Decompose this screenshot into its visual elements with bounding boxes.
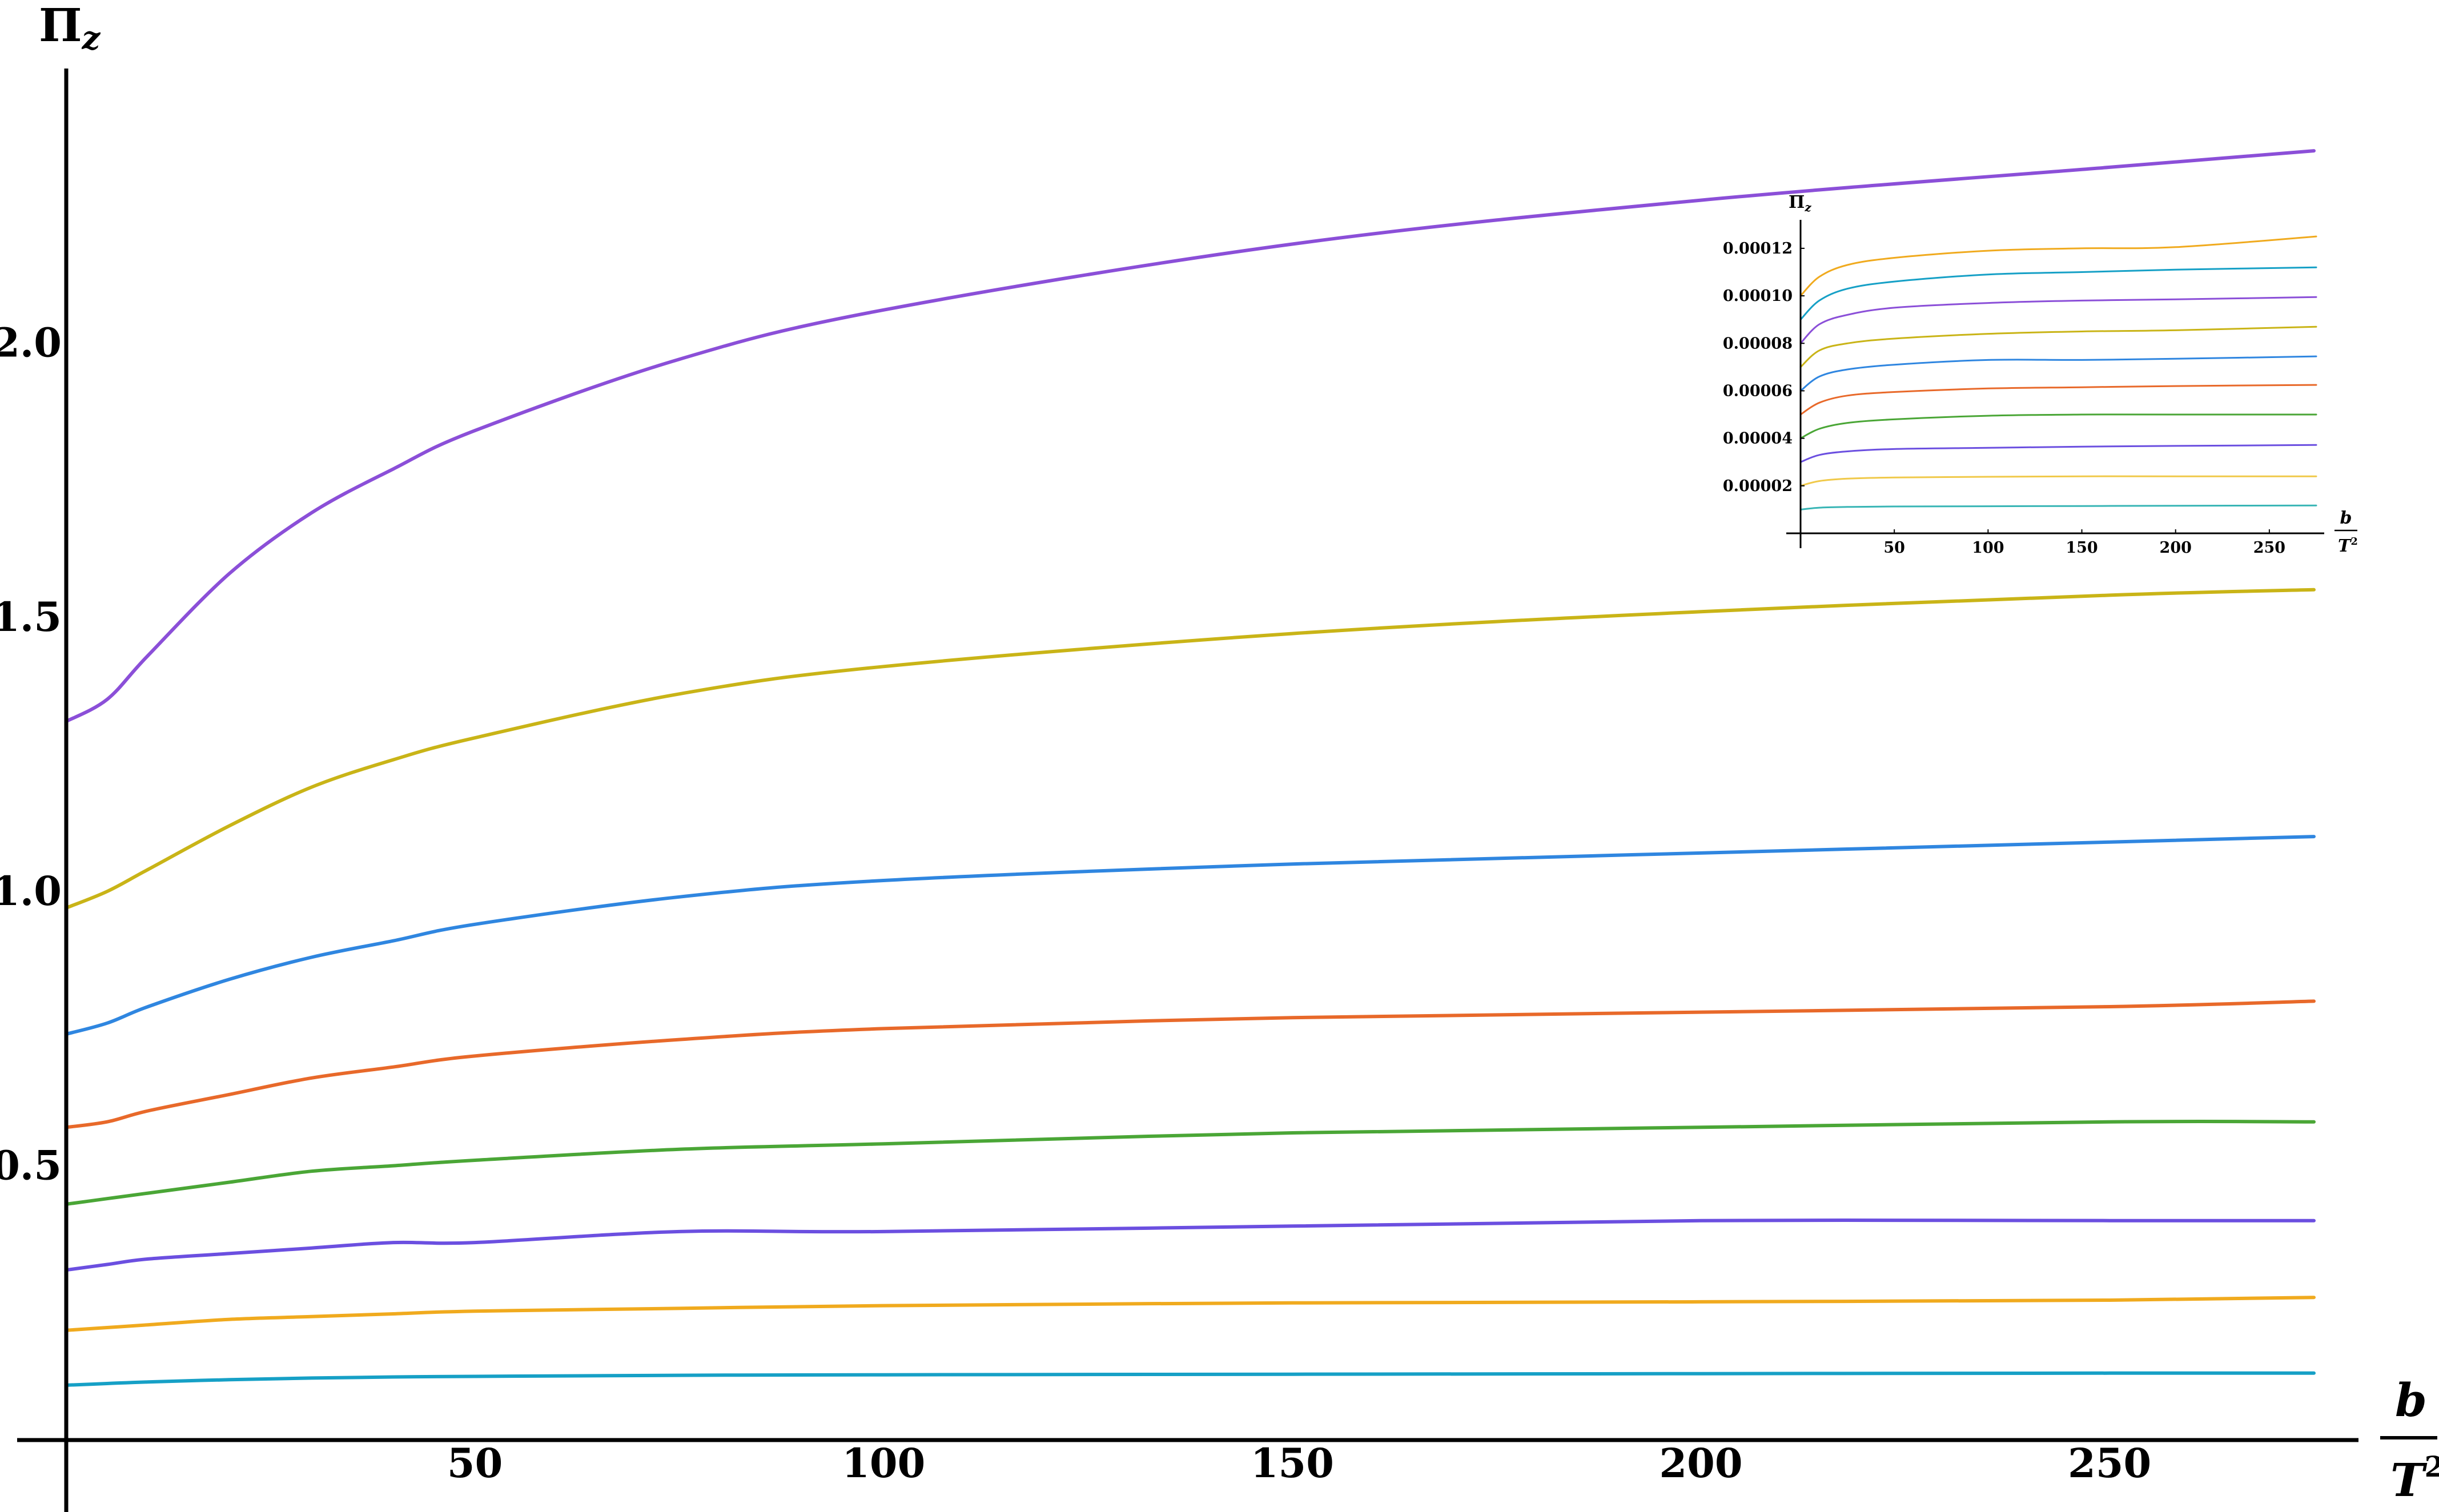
main-series-line-4 bbox=[65, 999, 2316, 1129]
main-series-line-5 bbox=[65, 1119, 2316, 1206]
main-y-ticks: 0.5 1.0 1.5 2.0 bbox=[0, 319, 62, 1189]
main-x-ticks: 50 100 150 200 250 bbox=[447, 1439, 2151, 1487]
main-y-tick-label: 1.0 bbox=[0, 867, 62, 915]
main-y-axis-title-symbol: Π bbox=[39, 0, 82, 52]
main-x-axis-title-denominator-letter: T bbox=[2390, 1453, 2428, 1507]
inset-series-line-6 bbox=[1799, 384, 2317, 416]
main-y-tick-label: 1.5 bbox=[0, 593, 62, 641]
inset-y-axis-title-subscript: z bbox=[1804, 200, 1811, 214]
main-x-tick-label: 150 bbox=[1251, 1439, 1334, 1487]
main-series-line-2 bbox=[65, 588, 2316, 910]
inset-x-axis-title-denominator: T2 bbox=[2338, 536, 2358, 556]
inset-x-tick-label: 250 bbox=[2253, 539, 2285, 557]
inset-y-tick-label: 0.00006 bbox=[1723, 382, 1793, 400]
inset-plot: 50 100 150 200 250 0.000020.000040.000060.00… bbox=[1723, 192, 2358, 557]
inset-series-line-3 bbox=[1799, 296, 2317, 344]
inset-series-group bbox=[1799, 235, 2317, 510]
inset-y-tick-label: 0.00008 bbox=[1723, 335, 1793, 352]
inset-series-line-8 bbox=[1799, 444, 2317, 463]
inset-x-axis-title-denominator-superscript: 2 bbox=[2350, 536, 2358, 548]
inset-series-line-9 bbox=[1799, 475, 2317, 487]
inset-y-ticks: 0.00002 0.00004 0.00006 0.00008 0.00010 0.000… bbox=[1723, 240, 1805, 495]
inset-series-line-2 bbox=[1799, 266, 2317, 321]
main-y-axis-title: Πz bbox=[39, 0, 101, 57]
main-series-line-8 bbox=[65, 1371, 2316, 1387]
main-x-axis-title-numerator: b bbox=[2395, 1373, 2427, 1427]
main-x-axis-title-denominator: T2 bbox=[2390, 1450, 2439, 1507]
inset-x-tick-label: 200 bbox=[2160, 539, 2192, 557]
main-y-axis-title-subscript: z bbox=[82, 19, 101, 57]
inset-y-axis-title-symbol: Π bbox=[1789, 192, 1805, 212]
main-x-axis-title-denominator-superscript: 2 bbox=[2425, 1450, 2439, 1483]
inset-y-tick-label: 0.00004 bbox=[1723, 430, 1793, 448]
main-y-tick-label: 0.5 bbox=[0, 1142, 62, 1189]
main-series-line-6 bbox=[65, 1218, 2316, 1272]
main-series-line-7 bbox=[65, 1296, 2316, 1332]
inset-y-tick-label: 0.00010 bbox=[1723, 287, 1793, 305]
main-x-tick-label: 250 bbox=[2068, 1439, 2151, 1487]
inset-x-ticks: 50 100 150 200 250 bbox=[1883, 529, 2285, 557]
inset-x-axis-title-numerator: b bbox=[2340, 508, 2352, 528]
inset-series-line-5 bbox=[1799, 355, 2317, 392]
main-series-line-3 bbox=[65, 835, 2316, 1036]
main-x-tick-label: 100 bbox=[842, 1439, 925, 1487]
inset-x-tick-label: 50 bbox=[1883, 539, 1905, 557]
inset-y-tick-label: 0.00012 bbox=[1723, 240, 1793, 258]
inset-series-line-4 bbox=[1799, 325, 2317, 368]
main-x-axis-title: b T2 bbox=[2380, 1373, 2439, 1507]
inset-series-line-10 bbox=[1799, 504, 2317, 510]
inset-x-tick-label: 150 bbox=[2066, 539, 2098, 557]
inset-y-tick-label: 0.00002 bbox=[1723, 477, 1793, 495]
main-series-line-1 bbox=[65, 149, 2316, 723]
inset-series-line-1 bbox=[1799, 235, 2317, 297]
main-y-tick-label: 2.0 bbox=[0, 319, 62, 366]
main-x-tick-label: 200 bbox=[1659, 1439, 1742, 1487]
main-series-group bbox=[65, 149, 2316, 1387]
inset-x-axis-title: b T2 bbox=[2334, 508, 2358, 556]
main-x-tick-label: 50 bbox=[447, 1439, 503, 1487]
inset-y-axis-title: Πz bbox=[1789, 192, 1811, 214]
inset-x-tick-label: 100 bbox=[1972, 539, 2004, 557]
inset-x-axis-title-denominator-letter: T bbox=[2338, 536, 2352, 556]
inset-series-line-7 bbox=[1799, 413, 2317, 440]
